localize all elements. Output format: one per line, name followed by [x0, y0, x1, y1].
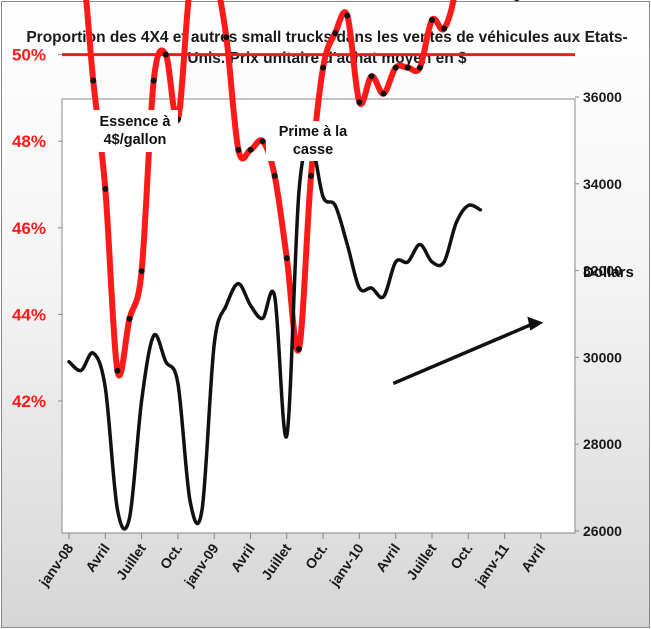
data-point-proportion	[514, 0, 520, 2]
x-tick-label: janv-09	[180, 540, 221, 590]
data-point-proportion	[138, 268, 145, 275]
x-tick-label: Juillet	[403, 540, 440, 583]
data-point-proportion	[429, 16, 435, 23]
x-tick-label: Juillet	[113, 540, 150, 583]
annotation-prime-line2: casse	[293, 142, 333, 158]
left-tick-label: 48%	[12, 132, 46, 151]
annotation-essence: Essence à 4$/gallon	[92, 110, 178, 152]
data-point-proportion	[392, 64, 399, 71]
plot-area	[61, 98, 576, 534]
x-tick-label: Oct.	[447, 541, 476, 572]
x-tick-label: Avril	[82, 541, 113, 575]
series-line-proportion	[83, 0, 520, 379]
left-tick-label: 50%	[12, 46, 46, 65]
series-layer	[67, 0, 520, 531]
trend-arrow-head	[527, 316, 544, 331]
x-tick-label: Oct.	[302, 541, 331, 572]
annotation-prime-line1: Prime à la	[279, 124, 348, 140]
trend-arrow-shaft	[392, 322, 535, 386]
right-tick-label: 34000	[583, 176, 622, 192]
right-tick-label: 32000	[583, 263, 622, 279]
data-point-proportion	[368, 73, 375, 80]
data-point-proportion	[150, 77, 157, 84]
annotation-essence-line2: 4$/gallon	[104, 132, 167, 148]
data-point-proportion	[332, 29, 339, 36]
data-point-proportion	[259, 138, 266, 145]
x-tick-label: Avril	[227, 541, 258, 575]
data-point-proportion	[114, 367, 121, 374]
annotation-essence-line1: Essence à	[100, 114, 172, 130]
data-point-proportion	[308, 172, 314, 179]
x-tick-label: Avril	[518, 541, 549, 575]
data-point-proportion	[235, 146, 242, 153]
data-point-proportion	[223, 34, 230, 41]
data-point-proportion	[90, 77, 97, 84]
annotation-prime-box	[266, 121, 360, 161]
annotation-essence-box	[92, 110, 178, 152]
right-tick-label: 28000	[583, 436, 622, 452]
right-tick-label: 26000	[583, 523, 622, 539]
x-tick-label: janv-10	[326, 540, 367, 590]
data-point-proportion	[247, 146, 254, 153]
data-point-proportion	[271, 172, 278, 179]
data-point-proportion	[356, 99, 363, 106]
right-axis: 26000 28000 30000 32000 34000 36000	[575, 89, 622, 539]
x-tick-label: janv-11	[471, 540, 512, 589]
data-point-proportion	[344, 12, 351, 19]
data-point-proportion	[283, 255, 290, 262]
left-axis: 42%44%46%48%50%52%54%56%	[12, 46, 62, 411]
left-tick-label: 46%	[12, 219, 46, 238]
x-tick-label: Avril	[372, 541, 403, 575]
trend-arrow	[392, 316, 544, 386]
x-axis: janv-08 Avril Juillet Oct.janv-09 Avril Juill…	[35, 533, 548, 590]
series-line-price	[67, 142, 483, 531]
left-tick-label: 42%	[12, 392, 46, 411]
x-tick-label: Oct.	[157, 541, 186, 572]
right-tick-label: 36000	[583, 89, 622, 105]
x-tick-label: Juillet	[258, 540, 295, 583]
x-tick-label: janv-08	[35, 540, 76, 590]
data-point-proportion	[102, 185, 109, 192]
data-point-proportion	[126, 315, 133, 322]
data-point-proportion	[162, 51, 169, 58]
annotation-prime: Prime à la casse	[266, 121, 360, 161]
data-point-proportion	[416, 64, 423, 71]
data-point-proportion	[404, 64, 411, 71]
data-point-proportion	[441, 25, 448, 32]
data-point-proportion	[320, 64, 327, 71]
right-tick-label: 30000	[583, 349, 622, 365]
left-tick-label: 44%	[12, 305, 46, 324]
right-axis-label: Dollars	[583, 264, 634, 281]
data-point-proportion	[295, 346, 302, 353]
data-point-proportion	[380, 90, 387, 97]
